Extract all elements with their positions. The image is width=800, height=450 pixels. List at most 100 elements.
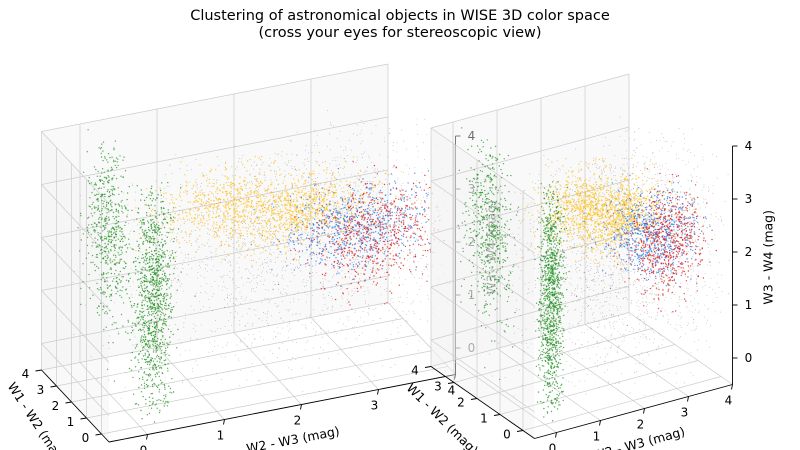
data-point xyxy=(394,180,396,182)
data-point xyxy=(382,237,384,239)
data-point xyxy=(345,255,347,257)
data-point xyxy=(359,317,361,319)
data-point xyxy=(398,208,400,210)
data-point xyxy=(216,208,218,211)
data-point xyxy=(293,222,296,224)
data-point xyxy=(234,197,236,199)
data-point xyxy=(377,330,379,332)
data-point xyxy=(337,202,339,205)
data-point xyxy=(346,262,347,264)
data-point xyxy=(271,270,273,272)
data-point xyxy=(336,214,339,216)
data-point xyxy=(370,218,372,220)
data-point xyxy=(346,212,348,214)
data-point xyxy=(407,254,409,256)
data-point xyxy=(169,324,170,326)
data-point xyxy=(334,249,336,251)
data-point xyxy=(322,241,324,243)
data-point xyxy=(372,269,374,271)
data-point xyxy=(249,181,250,183)
data-point xyxy=(262,239,264,241)
data-point xyxy=(253,287,254,289)
data-point xyxy=(301,177,303,179)
data-point xyxy=(220,241,222,243)
data-point xyxy=(186,185,188,187)
data-point xyxy=(244,194,246,196)
data-point xyxy=(407,198,409,200)
data-point xyxy=(266,208,268,210)
data-point xyxy=(312,233,314,235)
data-point xyxy=(250,299,252,301)
data-point xyxy=(266,366,268,368)
data-point xyxy=(325,206,327,208)
data-point xyxy=(364,217,366,219)
data-point xyxy=(307,195,310,197)
data-point xyxy=(306,250,308,252)
data-point xyxy=(264,298,266,300)
data-point xyxy=(351,309,353,311)
data-point xyxy=(268,188,270,190)
data-point xyxy=(291,186,293,189)
data-point xyxy=(345,338,347,340)
data-point xyxy=(395,224,397,226)
data-point xyxy=(240,200,242,203)
data-point xyxy=(284,205,286,207)
data-point xyxy=(235,248,237,250)
data-point xyxy=(194,190,196,192)
data-point xyxy=(224,169,227,171)
data-point xyxy=(120,397,122,399)
data-point xyxy=(377,232,380,234)
data-point xyxy=(225,169,227,171)
data-point xyxy=(292,200,295,203)
data-point xyxy=(188,254,189,256)
data-point xyxy=(245,219,246,221)
data-point xyxy=(226,294,228,296)
data-point xyxy=(261,207,264,210)
data-point xyxy=(330,213,333,215)
data-point xyxy=(194,230,196,231)
data-point xyxy=(392,145,394,147)
data-point xyxy=(289,202,291,205)
data-point xyxy=(268,247,270,249)
data-point xyxy=(294,216,296,218)
data-point xyxy=(195,178,197,180)
data-point xyxy=(214,345,216,347)
data-point xyxy=(319,243,322,245)
data-point xyxy=(305,204,307,207)
data-point xyxy=(106,312,108,314)
data-point xyxy=(258,274,260,276)
data-point xyxy=(231,204,233,207)
data-point xyxy=(319,261,322,264)
data-point xyxy=(321,211,324,213)
data-point xyxy=(369,276,371,279)
data-point xyxy=(353,182,355,184)
data-point xyxy=(223,281,225,283)
data-point xyxy=(426,320,428,322)
data-point xyxy=(373,197,375,199)
data-point xyxy=(320,328,322,330)
data-point xyxy=(222,192,224,194)
data-point xyxy=(203,192,205,194)
data-point xyxy=(316,142,317,144)
data-point xyxy=(326,209,329,211)
data-point xyxy=(368,256,370,258)
data-point xyxy=(243,215,246,217)
data-point xyxy=(281,277,283,279)
data-point xyxy=(274,225,276,227)
data-point xyxy=(395,167,397,169)
data-point xyxy=(263,226,265,229)
data-point xyxy=(227,237,229,239)
data-point xyxy=(393,200,395,202)
data-point xyxy=(340,248,342,251)
data-point xyxy=(337,353,339,355)
data-point xyxy=(331,214,334,216)
data-point xyxy=(296,199,298,201)
data-point xyxy=(181,283,183,285)
data-point xyxy=(307,161,309,162)
data-point xyxy=(392,258,394,260)
data-point xyxy=(206,270,208,272)
data-point xyxy=(348,301,350,303)
data-point xyxy=(193,186,195,188)
data-point xyxy=(150,393,152,395)
data-point xyxy=(292,211,295,213)
